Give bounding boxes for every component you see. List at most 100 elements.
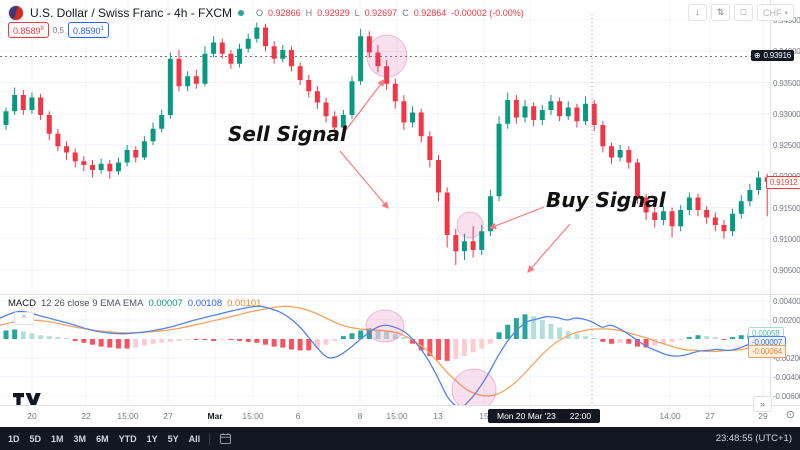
chart-canvas[interactable]: [0, 0, 800, 427]
time-tick-label: 15:00: [117, 411, 139, 421]
toolbar-divider: [209, 432, 211, 445]
time-tick-label: 13: [433, 411, 443, 421]
ohlc-change: -0.00002 (-0.00%): [451, 8, 524, 18]
time-tick-label: 22: [81, 411, 91, 421]
buy-signal-label: Buy Signal: [546, 188, 666, 212]
time-axis[interactable]: Mon 20 Mar '23 22:00 ⊙ 20 22 15:00 27 Mar 15:…: [0, 405, 800, 428]
symbol-logo-icon: [8, 5, 24, 21]
sell-signal-label: Sell Signal: [228, 122, 347, 146]
sell-price-button[interactable]: 0.85899: [8, 22, 49, 38]
macd-bear-cross-circle: [365, 309, 405, 343]
macd-signal-line: [0, 305, 771, 397]
macd-current-values: 0.00007 0.00108 0.00101: [148, 298, 261, 309]
range-button-6m[interactable]: 6M: [96, 433, 109, 444]
ohlc-value: 0.92697: [364, 8, 398, 18]
chevron-down-icon: ▾: [784, 9, 788, 17]
macd-line: [0, 305, 771, 408]
macd-indicator-header[interactable]: MACD 12 26 close 9 EMA EMA 0.00007 0.0010…: [8, 298, 261, 309]
buy-signal-circle: [456, 211, 484, 239]
currency-value: CHF: [762, 7, 782, 18]
time-tick-label: 6: [295, 411, 301, 421]
range-button-1m[interactable]: 1M: [51, 433, 64, 444]
time-tick-label: 15: [479, 411, 489, 421]
spread-value: 0.5: [52, 25, 64, 35]
ohlc-value: 0.92864: [413, 8, 447, 18]
tradingview-logo[interactable]: [12, 392, 42, 412]
time-tick-label: 8: [357, 411, 363, 421]
ohlc-key: C: [402, 8, 409, 18]
annotation-circles[interactable]: [365, 34, 497, 412]
axis-tick-label: -0.00600: [773, 392, 800, 401]
download-button[interactable]: ↓: [687, 4, 707, 21]
ohlc-key: O: [256, 8, 264, 18]
ohlc-key: H: [305, 8, 313, 18]
axis-tick-label: 0.93500: [773, 78, 800, 88]
axis-tick-label: 0.90500: [773, 266, 800, 275]
macd-params: 12 26 close 9 EMA EMA: [40, 298, 144, 309]
bottom-toolbar: 1D 5D 1M 3M 6M YTD 1Y 5Y All 23:48:55 (UTC+1): [0, 427, 800, 450]
range-button-all[interactable]: All: [188, 433, 201, 444]
currency-dropdown[interactable]: CHF ▾: [756, 4, 794, 21]
maximize-pane-button[interactable]: »: [753, 396, 772, 412]
bid-ask-row: 0.85899 0.5 0.85901: [8, 22, 109, 38]
ohlc-key: L: [354, 8, 360, 18]
autoscale-button[interactable]: ⇅: [710, 4, 730, 21]
range-button-1y[interactable]: 1Y: [146, 433, 158, 444]
macd-value: 0.00101: [227, 298, 262, 309]
macd-collapse-button[interactable]: ^: [14, 312, 34, 325]
range-button-3m[interactable]: 3M: [73, 433, 87, 444]
time-tick-label: 14:00: [659, 411, 681, 421]
range-button-5d[interactable]: 5D: [29, 433, 42, 444]
macd-value: 0.00007: [148, 298, 183, 309]
range-button-1d[interactable]: 1D: [8, 433, 20, 444]
crosshair-time-badge: Mon 20 Mar '23 22:00: [488, 409, 601, 423]
fullscreen-icon: □: [740, 7, 747, 17]
alert-price-value: 0.93916: [763, 51, 792, 60]
axis-tick-label: 0.91000: [773, 234, 800, 244]
axis-tick-label: 0.91500: [773, 203, 800, 213]
axis-tick-label: 0.92500: [773, 141, 800, 150]
axis-tick-label: 0.00200: [773, 316, 800, 325]
date-range-buttons: 1D 5D 1M 3M 6M YTD 1Y 5Y All: [8, 434, 200, 444]
ohlc-values: O 0.92866 H 0.92929 L 0.92697 C 0.92864 -0.00002…: [256, 8, 524, 18]
time-tick-label: 15:00: [242, 411, 264, 421]
time-tick-label: 27: [705, 411, 715, 421]
double-chevron-icon: »: [759, 399, 765, 409]
range-button-5y[interactable]: 5Y: [167, 433, 179, 444]
macd-value: 0.00108: [187, 298, 223, 309]
macd-title: MACD: [8, 298, 36, 309]
ohlc-value: 0.92929: [317, 8, 350, 18]
symbol-title[interactable]: U.S. Dollar / Swiss Franc - 4h - FXCM: [30, 6, 233, 20]
session-clock[interactable]: 23:48:55 (UTC+1): [715, 433, 792, 444]
time-tick-label: 20: [27, 411, 37, 421]
macd-signal-badge: -0.00064: [748, 345, 786, 358]
plus-circle-icon: ⊕: [754, 51, 761, 60]
axis-tick-label: 0.93000: [773, 109, 800, 119]
market-status-dot-icon[interactable]: [238, 10, 245, 16]
time-tick-label: 15:00: [386, 411, 408, 421]
autoscale-icon: ⇅: [716, 7, 725, 17]
fullscreen-button[interactable]: □: [733, 4, 753, 21]
candlesticks: [3, 22, 770, 265]
crosshair-time: 22:00: [569, 411, 592, 421]
time-tick-label: Mar: [207, 411, 223, 421]
chevron-up-icon: ^: [22, 314, 26, 323]
sell-signal-circle: [366, 34, 408, 78]
time-tick-label: 27: [163, 411, 173, 421]
last-price-badge: 0.91912: [766, 176, 800, 189]
buy-price-button[interactable]: 0.85901: [68, 22, 109, 38]
alert-price-badge[interactable]: ⊕ 0.93916: [751, 50, 795, 61]
chart-controls: ↓ ⇅ □ CHF ▾: [687, 4, 794, 21]
timezone-clock-icon[interactable]: ⊙: [785, 409, 795, 421]
annotation-arrows[interactable]: [339, 79, 571, 273]
ohlc-value: 0.92866: [268, 8, 301, 18]
axis-tick-label: -0.00200: [773, 354, 800, 363]
download-icon: ↓: [695, 7, 700, 17]
range-button-ytd[interactable]: YTD: [118, 433, 137, 444]
go-to-date-icon[interactable]: [219, 432, 232, 445]
crosshair-date: Mon 20 Mar '23: [497, 411, 556, 421]
axis-tick-label: -0.00400: [773, 373, 800, 382]
time-tick-label: 29: [758, 411, 768, 421]
axis-tick-label: 0.00400: [773, 297, 800, 306]
